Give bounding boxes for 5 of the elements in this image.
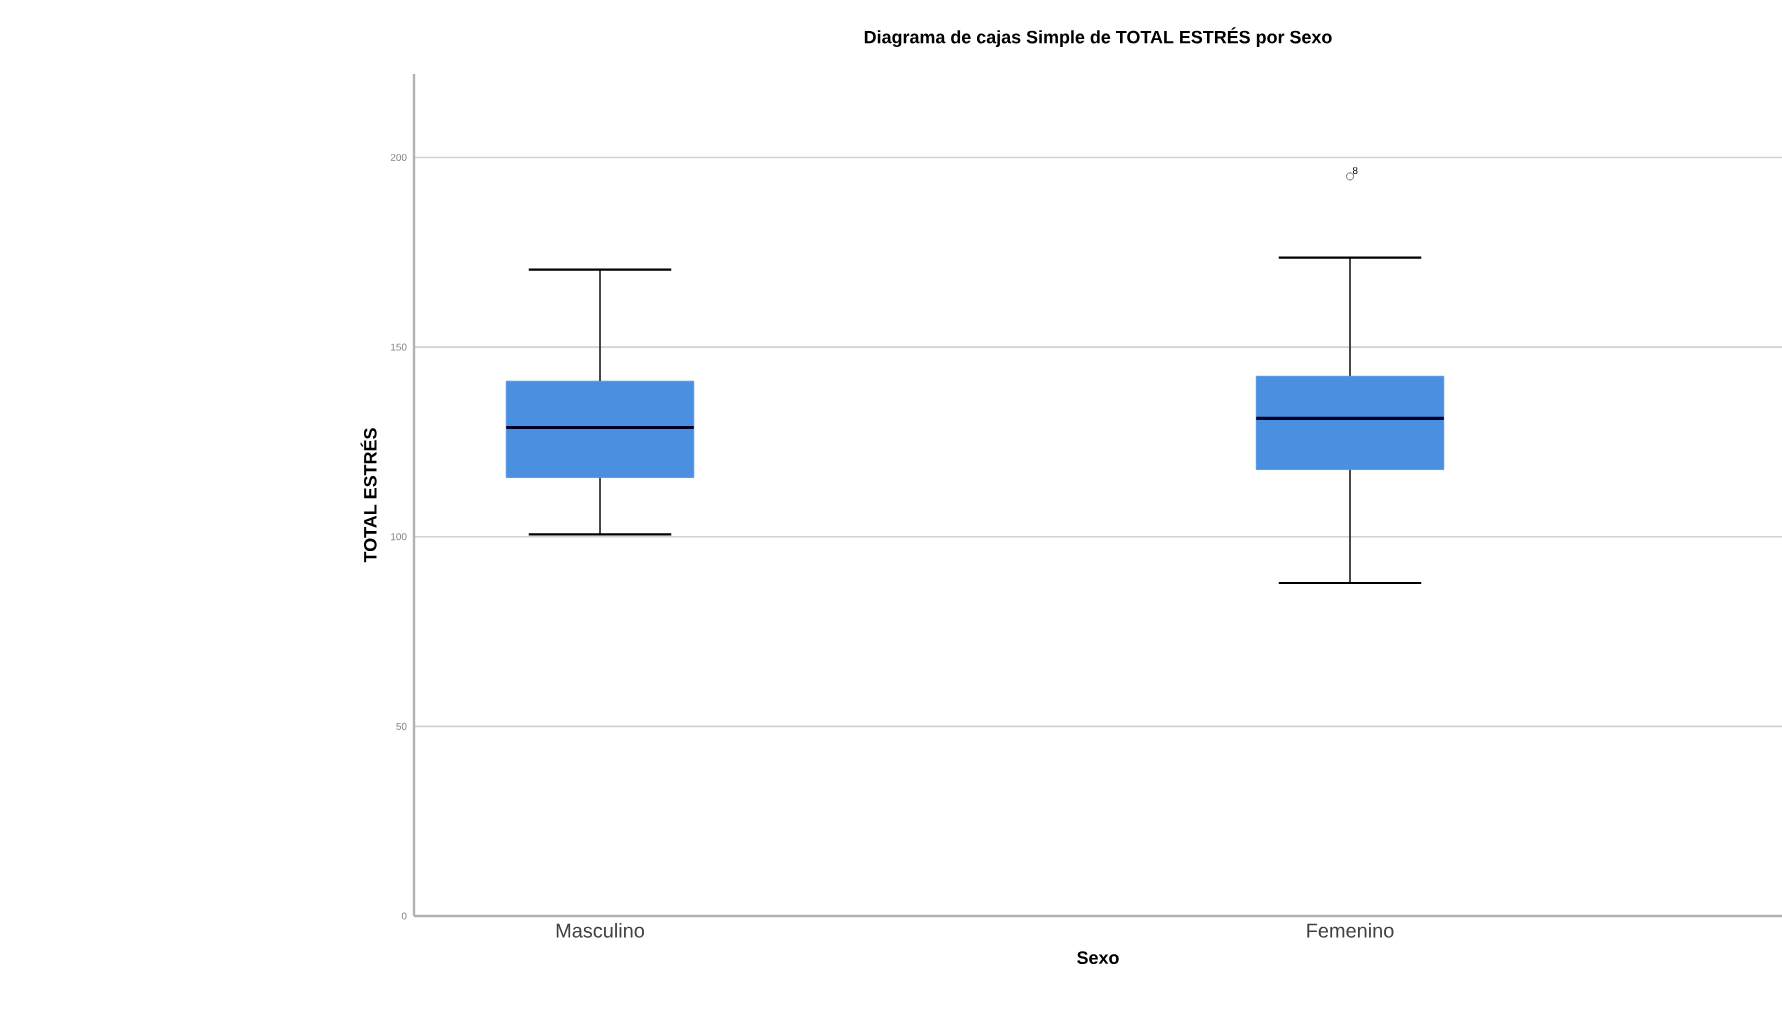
y-axis-title: TOTAL ESTRÉS: [360, 428, 377, 563]
x-tick-label: Femenino: [1307, 923, 1394, 938]
x-tick-label: Masculino: [556, 923, 645, 938]
chart-title: Diagrama de cajas Simple de TOTAL ESTRÉS por Sexo: [864, 27, 1332, 48]
x-axis-title: Sexo: [1077, 951, 1119, 965]
